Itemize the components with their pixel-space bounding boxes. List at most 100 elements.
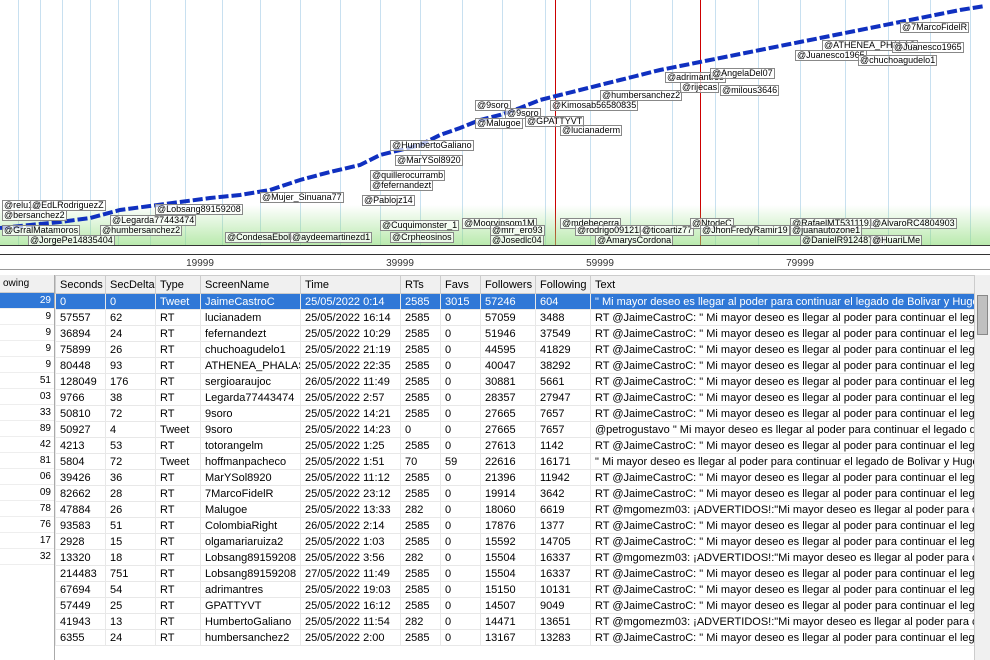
table-cell[interactable]: 26 <box>106 342 156 358</box>
table-cell[interactable]: 21396 <box>481 470 536 486</box>
table-cell[interactable]: 13167 <box>481 630 536 646</box>
table-cell[interactable]: 59 <box>441 454 481 470</box>
table-cell[interactable]: RT @JaimeCastroC: " Mi mayor deseo es ll… <box>591 374 990 390</box>
chart-point-label[interactable]: @milous3646 <box>720 85 779 96</box>
table-cell[interactable]: 2585 <box>401 518 441 534</box>
table-cell[interactable]: 51946 <box>481 326 536 342</box>
table-cell[interactable]: 25/05/2022 13:33 <box>301 502 401 518</box>
table-row[interactable]: 1332018RTLobsang8915920825/05/2022 3:562… <box>56 550 990 566</box>
table-cell[interactable]: RT @JaimeCastroC: " Mi mayor deseo es ll… <box>591 486 990 502</box>
chart-point-label[interactable]: @AngelaDel07 <box>710 68 775 79</box>
table-cell[interactable]: RT <box>156 342 201 358</box>
table-cell[interactable]: 0 <box>441 518 481 534</box>
side-row[interactable]: 9 <box>0 341 54 357</box>
table-cell[interactable]: 14507 <box>481 598 536 614</box>
vertical-scrollbar[interactable] <box>974 275 990 660</box>
table-cell[interactable]: 13283 <box>536 630 591 646</box>
table-cell[interactable]: 25/05/2022 14:23 <box>301 422 401 438</box>
col-header-screenname[interactable]: ScreenName <box>201 276 301 294</box>
table-cell[interactable]: RT @mgomezm03: ¡ADVERTIDOS!:"Mi mayor de… <box>591 614 990 630</box>
scroll-thumb[interactable] <box>977 295 988 335</box>
table-cell[interactable]: 14705 <box>536 534 591 550</box>
table-cell[interactable]: 22616 <box>481 454 536 470</box>
table-row[interactable]: 3942636RTMarYSol892025/05/2022 11:122585… <box>56 470 990 486</box>
table-cell[interactable]: 62 <box>106 310 156 326</box>
chart-point-label[interactable]: @Juanesco1965 <box>795 50 867 61</box>
table-cell[interactable]: 1142 <box>536 438 591 454</box>
table-row[interactable]: 3689424RTfefernandezt25/05/2022 10:29258… <box>56 326 990 342</box>
table-cell[interactable]: 0 <box>441 390 481 406</box>
table-cell[interactable]: 36 <box>106 470 156 486</box>
table-row[interactable]: 509274Tweet9soro25/05/2022 14:2300276657… <box>56 422 990 438</box>
table-row[interactable]: 4194313RTHumbertoGaliano25/05/2022 11:54… <box>56 614 990 630</box>
table-cell[interactable]: 2585 <box>401 630 441 646</box>
table-row[interactable]: 580472Tweethoffmanpacheco25/05/2022 1:51… <box>56 454 990 470</box>
table-cell[interactable]: hoffmanpacheco <box>201 454 301 470</box>
table-body[interactable]: 00TweetJaimeCastroC25/05/2022 0:14258530… <box>56 294 990 646</box>
table-cell[interactable]: RT @JaimeCastroC: " Mi mayor deseo es ll… <box>591 342 990 358</box>
table-cell[interactable]: 1377 <box>536 518 591 534</box>
table-row[interactable]: 214483751RTLobsang8915920827/05/2022 11:… <box>56 566 990 582</box>
table-cell[interactable]: 50927 <box>56 422 106 438</box>
chart-point-label[interactable]: @AlvaroRC4804903 <box>870 218 957 229</box>
chart-point-label[interactable]: @Lobsang89159208 <box>155 204 243 215</box>
table-cell[interactable]: 25/05/2022 22:35 <box>301 358 401 374</box>
table-cell[interactable]: sergioaraujoc <box>201 374 301 390</box>
table-cell[interactable]: 67694 <box>56 582 106 598</box>
table-cell[interactable]: 15504 <box>481 550 536 566</box>
table-cell[interactable]: Tweet <box>156 294 201 310</box>
table-cell[interactable]: 25/05/2022 14:21 <box>301 406 401 422</box>
table-row[interactable]: 421353RTtotorangelm25/05/2022 1:25258502… <box>56 438 990 454</box>
table-cell[interactable]: 28 <box>106 486 156 502</box>
table-cell[interactable]: 604 <box>536 294 591 310</box>
side-row[interactable]: 09 <box>0 485 54 501</box>
table-cell[interactable]: RT <box>156 614 201 630</box>
table-cell[interactable]: 0 <box>401 422 441 438</box>
table-cell[interactable]: RT @mgomezm03: ¡ADVERTIDOS!:"Mi mayor de… <box>591 550 990 566</box>
chart-point-label[interactable]: @bersanchez2 <box>2 210 67 221</box>
table-cell[interactable]: 0 <box>441 326 481 342</box>
table-cell[interactable]: 4213 <box>56 438 106 454</box>
table-cell[interactable]: 25 <box>106 598 156 614</box>
col-header-text[interactable]: Text <box>591 276 990 294</box>
table-cell[interactable]: lucianadem <box>201 310 301 326</box>
table-cell[interactable]: RT @JaimeCastroC: " Mi mayor deseo es ll… <box>591 518 990 534</box>
table-cell[interactable]: RT <box>156 470 201 486</box>
side-row[interactable]: 03 <box>0 389 54 405</box>
table-cell[interactable]: 2585 <box>401 582 441 598</box>
table-cell[interactable]: RT @JaimeCastroC: " Mi mayor deseo es ll… <box>591 534 990 550</box>
table-cell[interactable]: 5804 <box>56 454 106 470</box>
col-header-time[interactable]: Time <box>301 276 401 294</box>
table-cell[interactable]: 15592 <box>481 534 536 550</box>
table-cell[interactable]: 38 <box>106 390 156 406</box>
table-cell[interactable]: HumbertoGaliano <box>201 614 301 630</box>
col-header-favs[interactable]: Favs <box>441 276 481 294</box>
col-header-following[interactable]: Following <box>536 276 591 294</box>
table-cell[interactable]: 44595 <box>481 342 536 358</box>
table-cell[interactable]: 176 <box>106 374 156 390</box>
table-cell[interactable]: Lobsang89159208 <box>201 550 301 566</box>
table-cell[interactable]: 128049 <box>56 374 106 390</box>
table-row[interactable]: 4788426RTMalugoe25/05/2022 13:3328201806… <box>56 502 990 518</box>
table-cell[interactable]: JaimeCastroC <box>201 294 301 310</box>
table-cell[interactable]: 51 <box>106 518 156 534</box>
table-cell[interactable]: 27/05/2022 11:49 <box>301 566 401 582</box>
table-cell[interactable]: 282 <box>401 614 441 630</box>
col-header-type[interactable]: Type <box>156 276 201 294</box>
table-cell[interactable]: 2585 <box>401 406 441 422</box>
table-cell[interactable]: RT <box>156 582 201 598</box>
table-cell[interactable]: 0 <box>441 534 481 550</box>
table-cell[interactable]: 80448 <box>56 358 106 374</box>
table-cell[interactable]: 751 <box>106 566 156 582</box>
table-row[interactable]: 5744925RTGPATTYVT25/05/2022 16:122585014… <box>56 598 990 614</box>
table-cell[interactable]: 70 <box>401 454 441 470</box>
side-row[interactable]: 32 <box>0 549 54 565</box>
table-cell[interactable]: 13651 <box>536 614 591 630</box>
chart-point-label[interactable]: @MarYSol8920 <box>395 155 463 166</box>
table-cell[interactable]: 26/05/2022 11:49 <box>301 374 401 390</box>
table-cell[interactable]: totorangelm <box>201 438 301 454</box>
table-cell[interactable]: 39426 <box>56 470 106 486</box>
table-cell[interactable]: adrimantres <box>201 582 301 598</box>
table-cell[interactable]: 41829 <box>536 342 591 358</box>
table-cell[interactable]: 0 <box>441 438 481 454</box>
